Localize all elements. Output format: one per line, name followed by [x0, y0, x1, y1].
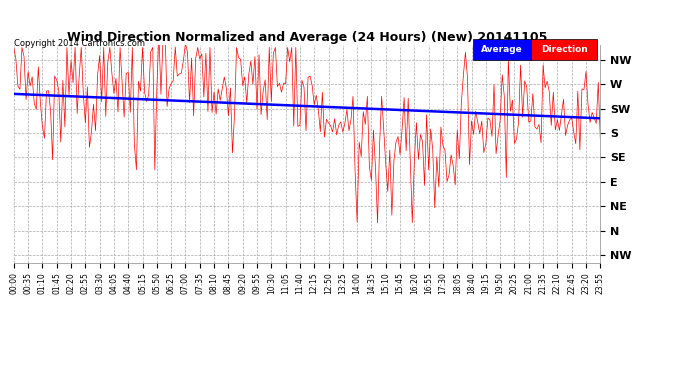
Title: Wind Direction Normalized and Average (24 Hours) (New) 20141105: Wind Direction Normalized and Average (2… [67, 31, 547, 44]
Text: Average: Average [481, 45, 523, 54]
Text: Direction: Direction [541, 45, 587, 54]
Text: Copyright 2014 Cartronics.com: Copyright 2014 Cartronics.com [14, 39, 145, 48]
